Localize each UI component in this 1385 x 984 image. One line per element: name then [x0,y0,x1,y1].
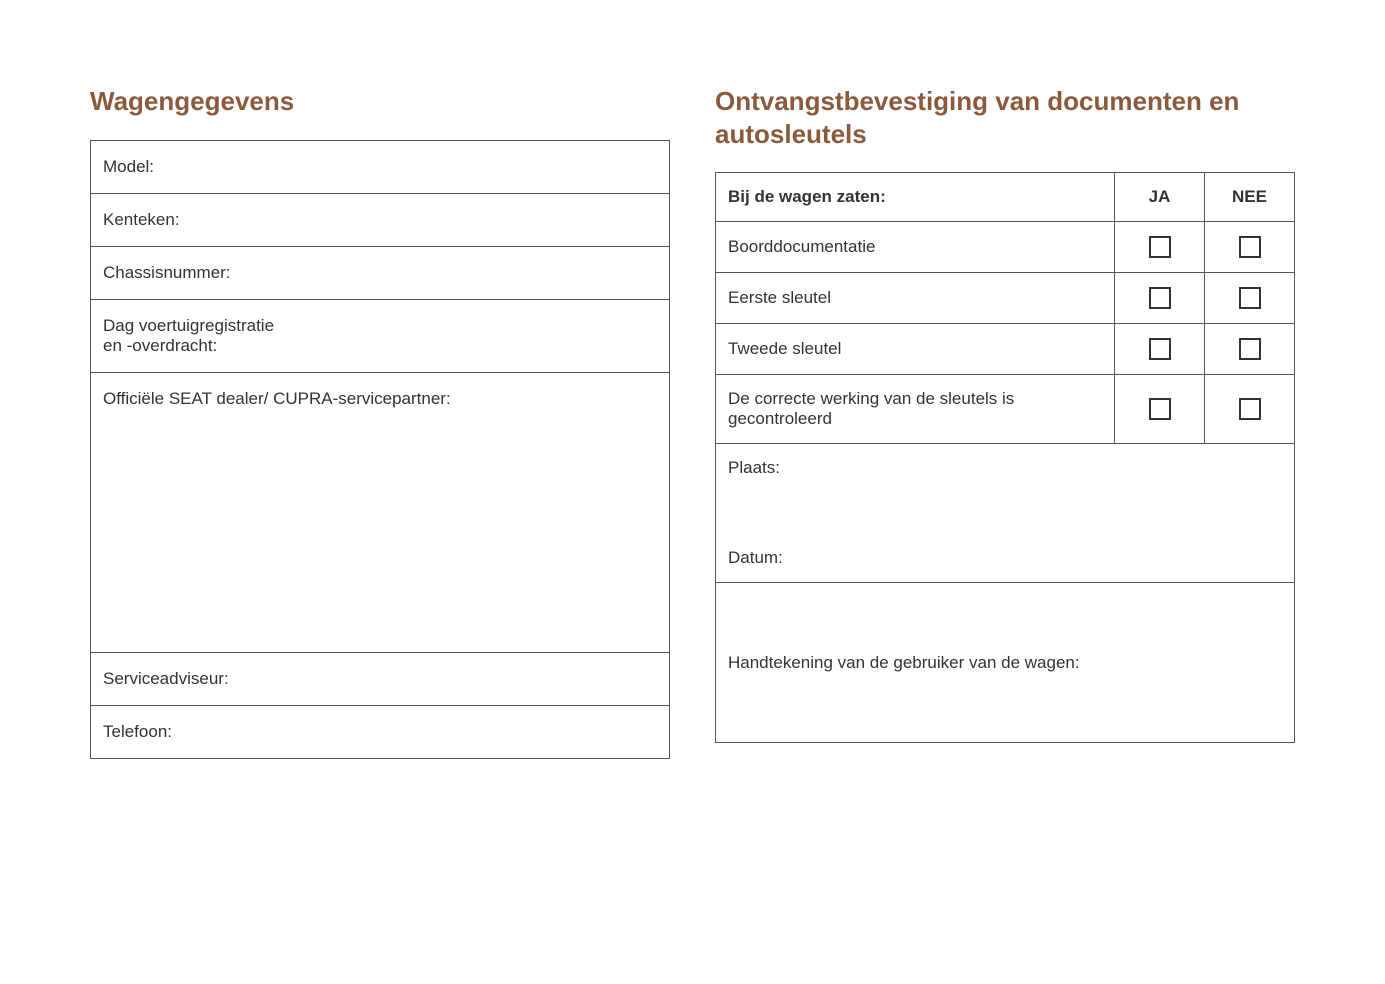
row-tweede-sleutel-label: Tweede sleutel [716,324,1115,375]
checkbox-icon [1239,338,1261,360]
field-chassis[interactable]: Chassisnummer: [91,246,670,299]
header-ja: JA [1115,173,1205,222]
label-telefoon: Telefoon: [103,722,172,741]
label-adviseur: Serviceadviseur: [103,669,229,688]
field-adviseur[interactable]: Serviceadviseur: [91,652,670,705]
field-plaats[interactable]: Plaats: Datum: [716,444,1295,583]
heading-wagengegevens: Wagengegevens [90,85,670,118]
row-werking-ja[interactable] [1115,375,1205,444]
checklist-table: Bij de wagen zaten: JA NEE Boorddocument… [715,172,1295,743]
field-dealer[interactable]: Officiële SEAT dealer/ CUPRA-servicepart… [91,372,670,652]
checkbox-icon [1149,338,1171,360]
row-tweede-sleutel-nee[interactable] [1205,324,1295,375]
label-chassis: Chassisnummer: [103,263,231,282]
row-boorddoc-nee[interactable] [1205,222,1295,273]
checkbox-icon [1149,236,1171,258]
header-nee: NEE [1205,173,1295,222]
label-handtekening: Handtekening van de gebruiker van de wag… [728,653,1080,672]
field-kenteken[interactable]: Kenteken: [91,193,670,246]
checkbox-icon [1239,398,1261,420]
field-handtekening[interactable]: Handtekening van de gebruiker van de wag… [716,583,1295,743]
header-bij: Bij de wagen zaten: [716,173,1115,222]
heading-ontvangst: Ontvangstbevestiging van documenten en a… [715,85,1295,150]
checkbox-icon [1239,287,1261,309]
row-eerste-sleutel-nee[interactable] [1205,273,1295,324]
label-plaats: Plaats: [728,458,780,477]
left-column: Wagengegevens Model: Kenteken: Chassisnu… [90,85,670,759]
field-telefoon[interactable]: Telefoon: [91,705,670,758]
label-model: Model: [103,157,154,176]
checkbox-icon [1239,236,1261,258]
row-werking-nee[interactable] [1205,375,1295,444]
row-eerste-sleutel-label: Eerste sleutel [716,273,1115,324]
field-model[interactable]: Model: [91,140,670,193]
checkbox-icon [1149,398,1171,420]
vehicle-form-table: Model: Kenteken: Chassisnummer: Dag voer… [90,140,670,759]
row-tweede-sleutel-ja[interactable] [1115,324,1205,375]
checkbox-icon [1149,287,1171,309]
right-column: Ontvangstbevestiging van documenten en a… [715,85,1295,759]
label-dag-reg: Dag voertuigregistratie en -overdracht: [103,316,274,355]
row-boorddoc-ja[interactable] [1115,222,1205,273]
form-container: Wagengegevens Model: Kenteken: Chassisnu… [90,85,1295,759]
label-datum: Datum: [728,548,783,567]
row-boorddoc-label: Boorddocumentatie [716,222,1115,273]
label-dealer: Officiële SEAT dealer/ CUPRA-servicepart… [103,389,451,408]
field-dag-reg[interactable]: Dag voertuigregistratie en -overdracht: [91,299,670,372]
label-kenteken: Kenteken: [103,210,180,229]
row-werking-label: De correcte werking van de sleutels is g… [716,375,1115,444]
row-eerste-sleutel-ja[interactable] [1115,273,1205,324]
